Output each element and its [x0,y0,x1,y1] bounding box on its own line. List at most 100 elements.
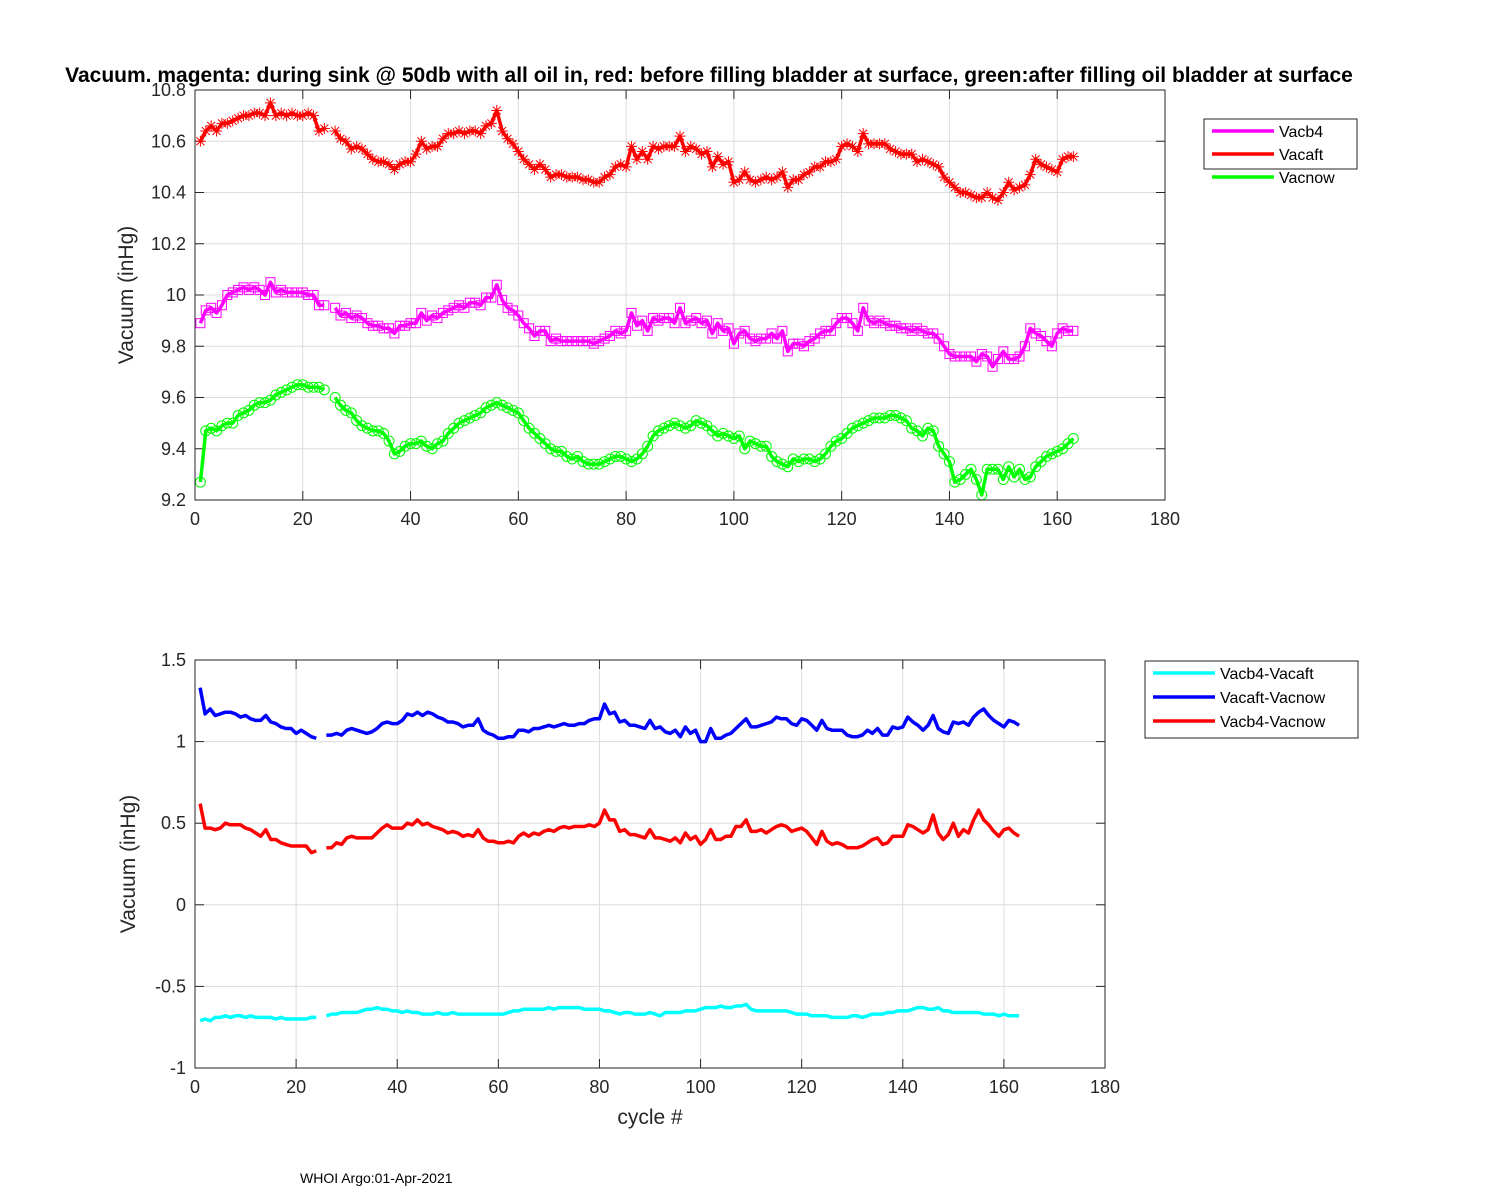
data-point [361,422,373,434]
data-point [772,333,782,344]
data-point [674,420,686,432]
legend-label: Vacnow [1279,170,1335,187]
x-tick-label: 140 [934,509,964,529]
top-chart: 0 20 40 60 80 100 120 140 160 180 9.2 9.4 9.6 9.8 10 10… [115,80,1358,529]
data-point [960,187,972,198]
data-point [755,333,766,344]
data-point [701,315,712,326]
data-point [820,448,831,460]
series-line [333,396,1075,497]
data-point [534,325,545,336]
data-point [205,120,217,132]
x-tick-label: 160 [1042,509,1072,529]
data-point [518,153,530,165]
data-point [620,161,632,173]
data-point [787,453,799,465]
data-point [620,453,632,465]
y-axis-label: Vacuum (inHg) [117,795,140,934]
data-point [982,351,993,362]
data-point [723,323,734,334]
data-point [313,300,324,311]
data-point [582,458,594,470]
data-point [578,336,588,347]
x-tick-label: 120 [827,509,857,529]
data-point [901,323,912,334]
data-point [432,313,443,324]
data-point [760,171,772,183]
data-point [329,125,341,137]
data-point [944,348,955,359]
data-point [361,148,373,160]
data-point [955,351,966,362]
data-point [825,156,837,168]
legend-label: Vacaft [1279,147,1324,164]
data-point [291,379,303,391]
data-point [890,146,902,157]
data-point [755,174,767,186]
data-point [626,140,637,152]
data-point [340,135,352,147]
data-point [846,422,858,434]
data-point [330,302,341,313]
data-point [642,325,653,336]
data-point [691,313,702,324]
data-point [502,302,513,313]
data-point [437,307,448,318]
data-point [367,425,379,437]
data-point [712,430,724,442]
data-point [766,328,777,339]
data-point [723,430,734,442]
legend-label: Vacb4 [1279,124,1323,141]
data-point [453,125,465,137]
data-point [551,333,562,344]
data-point [297,287,308,298]
data-point [318,384,330,396]
data-point [416,307,427,318]
x-tick-label: 80 [616,509,636,529]
data-point [529,163,540,175]
data-point [642,440,654,452]
data-point [663,420,675,432]
data-point [626,456,637,468]
data-point [356,420,368,432]
data-point [389,328,400,339]
y-tick-label: 1.5 [161,650,186,670]
data-point [432,140,443,152]
legend-box [1203,118,1358,170]
data-point [545,336,556,347]
y-tick-label: 0.5 [161,813,186,833]
data-point [911,156,923,168]
data-point [335,310,346,321]
data-point [943,176,955,188]
data-point [1014,181,1025,193]
data-point [318,122,330,134]
data-point [249,282,260,293]
data-point [1036,331,1047,341]
series-line [199,1014,317,1023]
data-point [518,318,529,329]
data-point [1003,461,1015,473]
data-point [421,440,433,452]
data-point [287,287,297,298]
y-tick-label: 10.2 [151,234,186,254]
series-line [326,702,1021,744]
data-point [232,112,244,124]
data-point [421,143,433,155]
data-point [739,166,751,178]
data-point [685,140,697,152]
data-point [227,115,239,127]
data-point [917,153,928,165]
data-point [227,417,239,429]
data-point [222,290,233,300]
data-point [652,143,664,155]
data-point [1046,163,1058,175]
data-point [718,325,729,336]
figure-title: Vacuum. magenta: during sink @ 50db with… [65,64,1353,87]
data-point [734,328,745,339]
legend-label: Vacaft-Vacnow [1220,690,1326,707]
data-point [599,333,610,344]
data-point [987,361,998,372]
data-point [706,161,718,173]
data-point [254,397,266,409]
